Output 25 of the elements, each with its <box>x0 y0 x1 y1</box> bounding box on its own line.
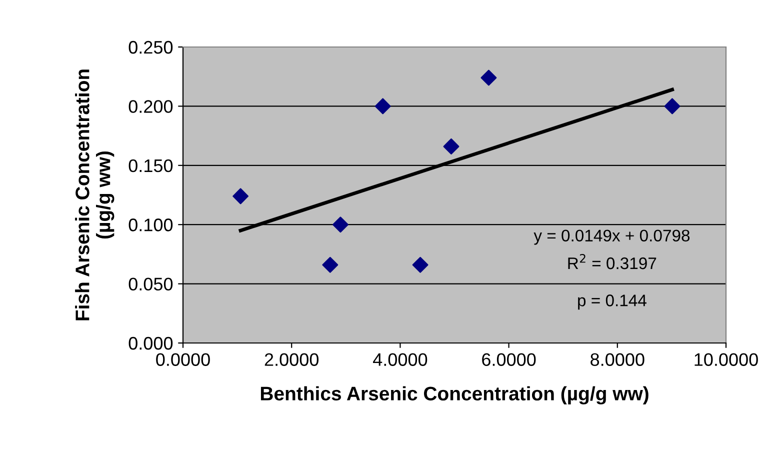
y-tick-label: 0.050 <box>128 278 173 291</box>
y-tick-label: 0.200 <box>128 100 173 113</box>
point <box>443 138 460 154</box>
point <box>322 256 338 273</box>
point <box>664 98 680 114</box>
annotation: y = 0.0149x + 0.0798 <box>534 230 690 245</box>
x-tick-label: 10.0000 <box>694 353 758 366</box>
x-tick-label: 8.0000 <box>590 353 644 366</box>
x-tick-label: 4.0000 <box>373 353 428 366</box>
point <box>232 188 249 204</box>
y-tick-label: 0.150 <box>128 159 173 172</box>
annotation: p = 0.144 <box>578 294 646 310</box>
x-axis-title: Benthics Arsenic Concentration (µg/g ww) <box>260 386 648 404</box>
annotation: R$^{2}$ = 0.3197 <box>568 254 656 270</box>
x-tick-label: 6.0000 <box>482 353 536 366</box>
point <box>480 70 497 86</box>
y-tick-label: 0.000 <box>128 336 173 350</box>
y-tick-label: 0.100 <box>128 218 173 232</box>
x-tick-label: 2.0000 <box>264 353 319 366</box>
point <box>374 98 391 114</box>
point <box>412 256 428 273</box>
point <box>332 216 348 233</box>
y-tick-label: 0.250 <box>128 40 173 54</box>
x-tick-label: 0.0000 <box>156 353 210 366</box>
y-axis-title: Fish Arsenic Concentration (µg/g ww) <box>75 70 114 320</box>
